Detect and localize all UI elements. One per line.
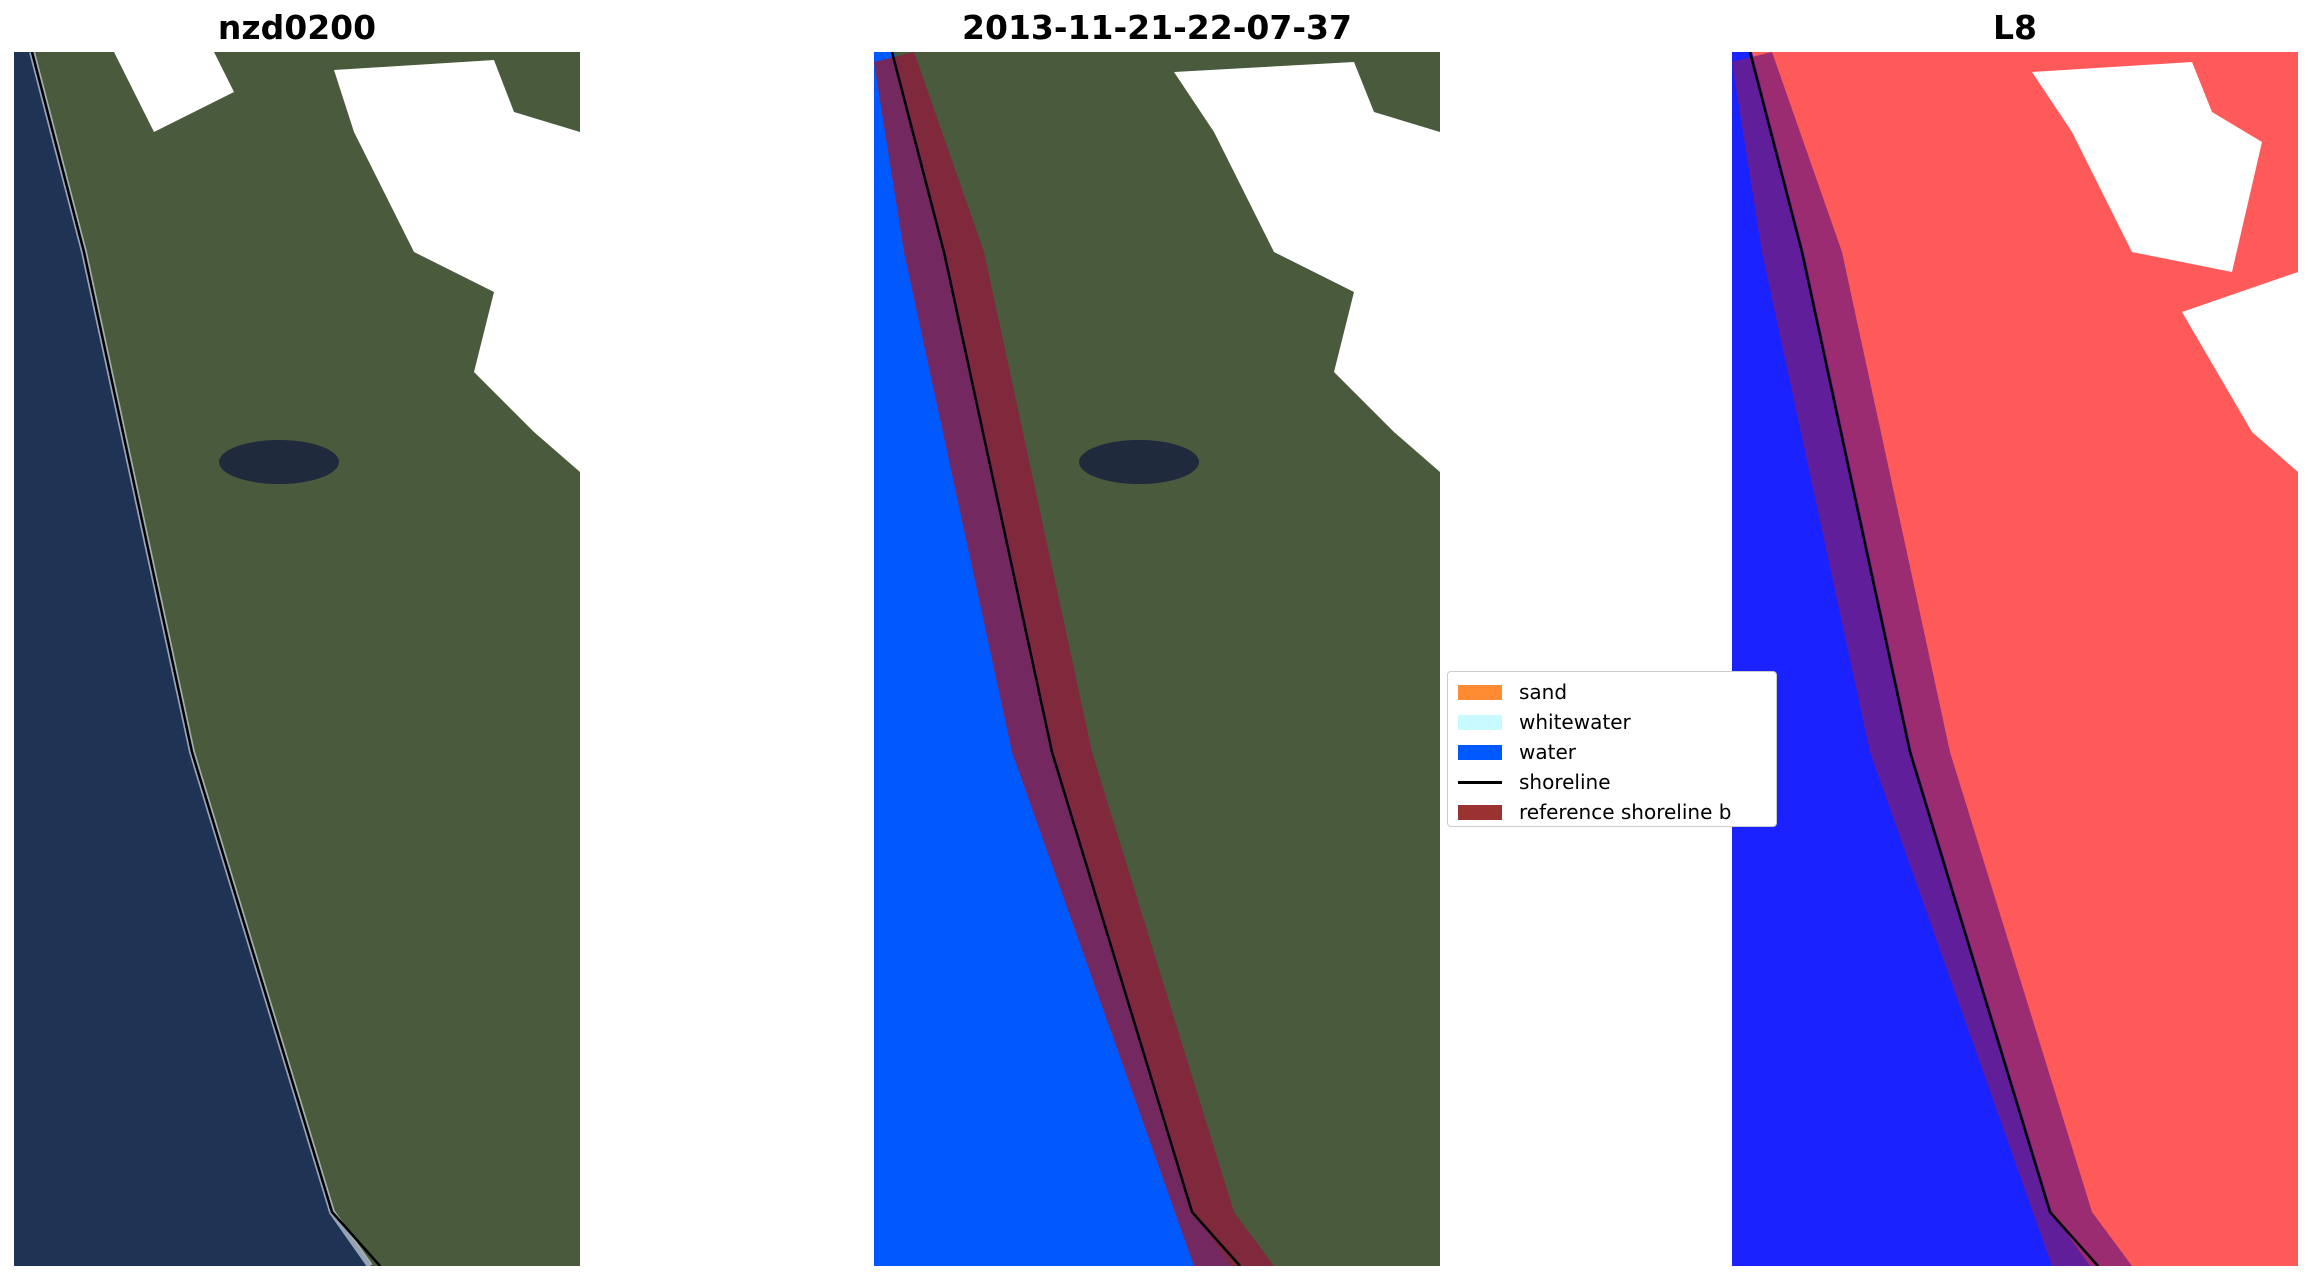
water-index-panel <box>1732 52 2298 1266</box>
panel-title-date: 2013-11-21-22-07-37 <box>962 8 1352 47</box>
shoreline-line-swatch <box>1458 780 1502 784</box>
reference-buffer-swatch <box>1458 804 1502 820</box>
sand-swatch <box>1458 684 1502 700</box>
legend-label-sand: sand <box>1519 680 1568 704</box>
rgb-image-panel <box>14 52 580 1266</box>
panel-title-l8: L8 <box>1993 8 2037 47</box>
classified-image-panel <box>874 52 1440 1266</box>
legend-item-shoreline: shoreline <box>1458 768 1611 796</box>
legend-label-whitewater: whitewater <box>1519 710 1631 734</box>
legend-label-reference-buffer: reference shoreline b <box>1519 800 1732 824</box>
legend-item-whitewater: whitewater <box>1458 708 1631 736</box>
whitewater-swatch <box>1458 714 1502 730</box>
legend-label-water: water <box>1519 740 1576 764</box>
legend-label-shoreline: shoreline <box>1519 770 1611 794</box>
legend-item-reference-buffer: reference shoreline b <box>1458 798 1731 826</box>
legend-item-sand: sand <box>1458 678 1567 706</box>
water-swatch <box>1458 744 1502 760</box>
panel-title-nzd0200: nzd0200 <box>217 8 377 47</box>
legend-item-water: water <box>1458 738 1576 766</box>
legend: sand whitewater water shoreline referenc… <box>1447 671 1777 827</box>
